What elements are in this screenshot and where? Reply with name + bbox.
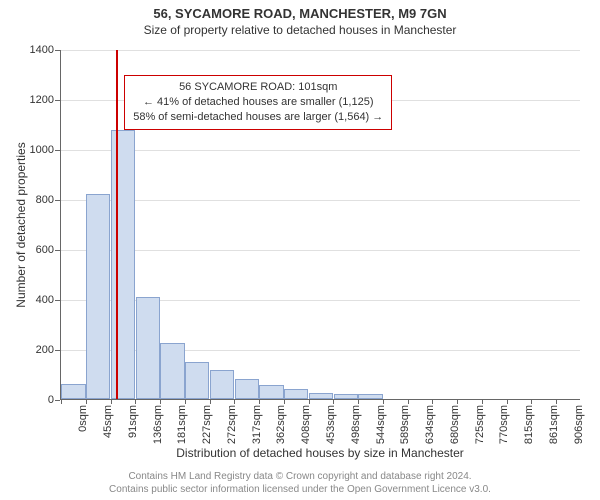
- annotation-line: 58% of semi-detached houses are larger (…: [133, 110, 383, 125]
- histogram-bar: [235, 379, 259, 399]
- xtick-mark: [135, 399, 136, 404]
- ytick-label: 0: [48, 394, 54, 406]
- xtick-mark: [482, 399, 483, 404]
- ytick-label: 200: [36, 344, 54, 356]
- xtick-mark: [160, 399, 161, 404]
- plot-area: 56 SYCAMORE ROAD: 101sqm← 41% of detache…: [60, 50, 580, 400]
- ytick-mark: [55, 50, 60, 51]
- xtick-mark: [234, 399, 235, 404]
- xtick-mark: [61, 399, 62, 404]
- xtick-label: 861sqm: [548, 405, 560, 444]
- histogram-bar: [358, 394, 382, 399]
- attribution-line: Contains HM Land Registry data © Crown c…: [0, 470, 600, 483]
- xtick-mark: [432, 399, 433, 404]
- y-axis-label: Number of detached properties: [14, 50, 28, 400]
- xtick-label: 589sqm: [399, 405, 411, 444]
- xtick-label: 680sqm: [449, 405, 461, 444]
- ytick-mark: [55, 150, 60, 151]
- histogram-bar: [160, 343, 184, 399]
- page-title: 56, SYCAMORE ROAD, MANCHESTER, M9 7GN: [0, 0, 600, 21]
- xtick-label: 408sqm: [300, 405, 312, 444]
- histogram-bar: [185, 362, 209, 400]
- histogram-bar: [111, 130, 135, 399]
- xtick-label: 498sqm: [350, 405, 362, 444]
- xtick-mark: [333, 399, 334, 404]
- histogram-bar: [86, 194, 110, 399]
- histogram-bar: [136, 297, 160, 400]
- ytick-label: 1400: [30, 44, 54, 56]
- x-axis-label: Distribution of detached houses by size …: [60, 446, 580, 460]
- histogram-bar: [210, 370, 234, 399]
- ytick-mark: [55, 400, 60, 401]
- histogram-plot: 56 SYCAMORE ROAD: 101sqm← 41% of detache…: [60, 50, 580, 400]
- ytick-label: 400: [36, 294, 54, 306]
- xtick-mark: [556, 399, 557, 404]
- xtick-mark: [383, 399, 384, 404]
- xtick-mark: [507, 399, 508, 404]
- page-subtitle: Size of property relative to detached ho…: [0, 21, 600, 37]
- annotation-box: 56 SYCAMORE ROAD: 101sqm← 41% of detache…: [124, 75, 392, 130]
- xtick-label: 272sqm: [226, 405, 238, 444]
- xtick-label: 136sqm: [152, 405, 164, 444]
- xtick-label: 770sqm: [498, 405, 510, 444]
- annotation-line: 56 SYCAMORE ROAD: 101sqm: [133, 80, 383, 95]
- xtick-label: 906sqm: [573, 405, 585, 444]
- xtick-mark: [86, 399, 87, 404]
- xtick-mark: [358, 399, 359, 404]
- xtick-mark: [531, 399, 532, 404]
- xtick-mark: [111, 399, 112, 404]
- histogram-bar: [284, 389, 308, 399]
- xtick-label: 227sqm: [201, 405, 213, 444]
- attribution: Contains HM Land Registry data © Crown c…: [0, 470, 600, 496]
- xtick-mark: [309, 399, 310, 404]
- xtick-mark: [457, 399, 458, 404]
- xtick-label: 45sqm: [102, 405, 114, 438]
- xtick-label: 0sqm: [77, 405, 89, 432]
- xtick-label: 317sqm: [251, 405, 263, 444]
- annotation-line: ← 41% of detached houses are smaller (1,…: [133, 95, 383, 110]
- ytick-label: 1000: [30, 144, 54, 156]
- xtick-mark: [185, 399, 186, 404]
- xtick-mark: [408, 399, 409, 404]
- xtick-label: 453sqm: [325, 405, 337, 444]
- histogram-bar: [259, 385, 283, 399]
- attribution-line: Contains public sector information licen…: [0, 483, 600, 496]
- ytick-mark: [55, 250, 60, 251]
- histogram-bar: [309, 393, 333, 399]
- ytick-label: 600: [36, 244, 54, 256]
- xtick-mark: [210, 399, 211, 404]
- xtick-label: 362sqm: [275, 405, 287, 444]
- histogram-bar: [334, 394, 358, 399]
- xtick-label: 815sqm: [523, 405, 535, 444]
- ytick-label: 800: [36, 194, 54, 206]
- xtick-label: 544sqm: [375, 405, 387, 444]
- ytick-label: 1200: [30, 94, 54, 106]
- histogram-bar: [61, 384, 85, 399]
- xtick-mark: [259, 399, 260, 404]
- xtick-label: 91sqm: [127, 405, 139, 438]
- ytick-mark: [55, 350, 60, 351]
- xtick-label: 181sqm: [176, 405, 188, 444]
- xtick-label: 725sqm: [474, 405, 486, 444]
- ytick-mark: [55, 100, 60, 101]
- ytick-mark: [55, 300, 60, 301]
- xtick-mark: [284, 399, 285, 404]
- ytick-mark: [55, 200, 60, 201]
- reference-line: [116, 50, 118, 399]
- xtick-label: 634sqm: [424, 405, 436, 444]
